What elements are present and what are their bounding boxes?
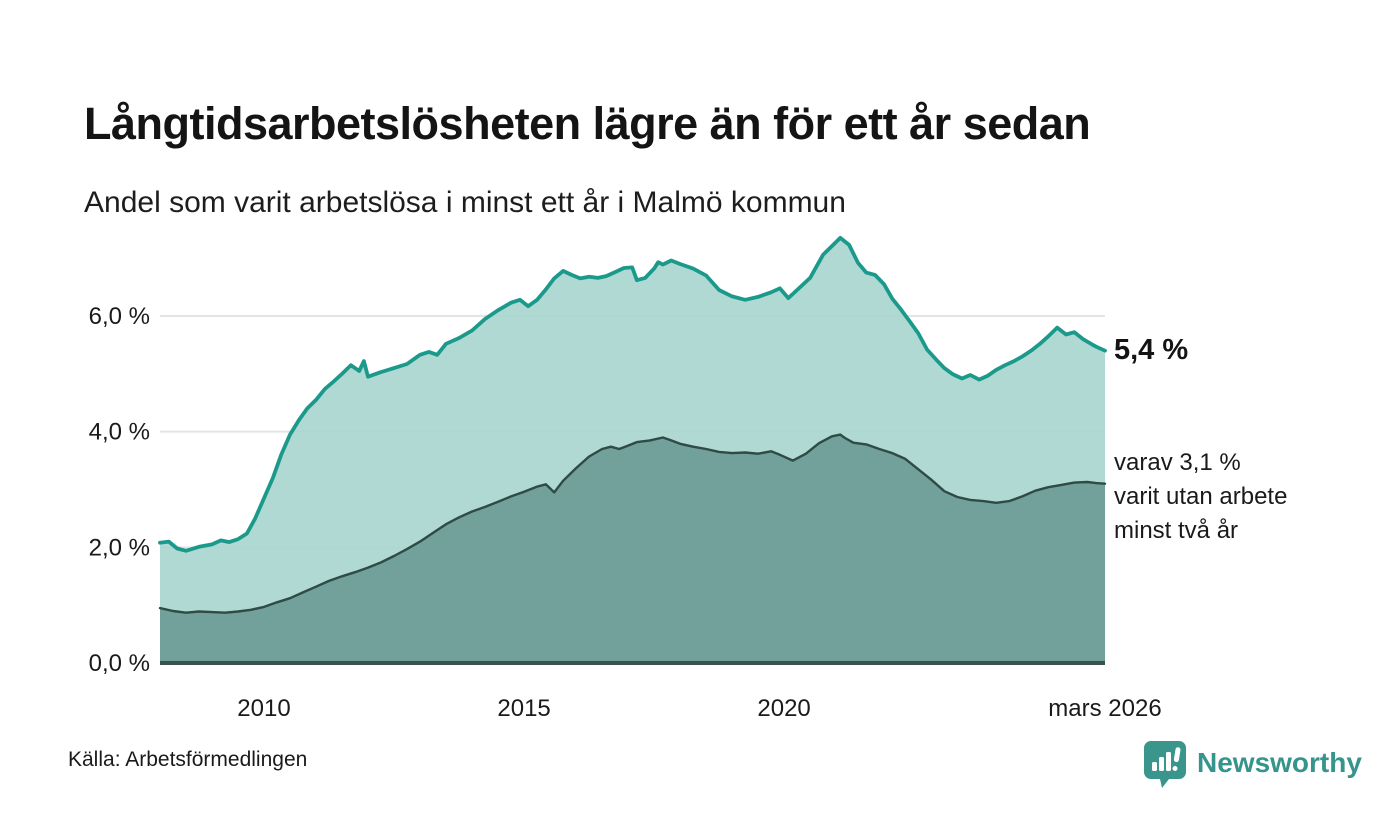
y-axis-tick-label: 2,0 %: [89, 534, 150, 561]
newsworthy-bubble-chart-icon: [1144, 741, 1186, 788]
newsworthy-logo: Newsworthy: [1143, 740, 1362, 792]
y-axis-tick-label: 6,0 %: [89, 303, 150, 330]
x-axis-tick-label: 2015: [497, 695, 550, 722]
end-label-two-year-value: varav 3,1 % varit utan arbete minst två …: [1114, 449, 1288, 544]
page-subtitle: Andel som varit arbetslösa i minst ett å…: [84, 186, 846, 219]
y-axis-tick-label: 0,0 %: [89, 650, 150, 677]
area-line-one-year: [158, 236, 1107, 553]
area-line-two-year: [158, 433, 1107, 614]
x-axis-tick-label: mars 2026: [1048, 695, 1161, 722]
y-axis-tick-label: 4,0 %: [89, 419, 150, 446]
x-axis-tick-label: 2010: [237, 695, 290, 722]
area-fill-two-year: [160, 434, 1105, 663]
end-label-total-value: 5,4 %: [1114, 334, 1189, 366]
page-title: Långtidsarbetslösheten lägre än för ett …: [84, 98, 1091, 150]
x-axis-tick-label: 2020: [757, 695, 810, 722]
brand-name: Newsworthy: [1197, 747, 1362, 778]
source-note: Källa: Arbetsförmedlingen: [68, 748, 308, 771]
